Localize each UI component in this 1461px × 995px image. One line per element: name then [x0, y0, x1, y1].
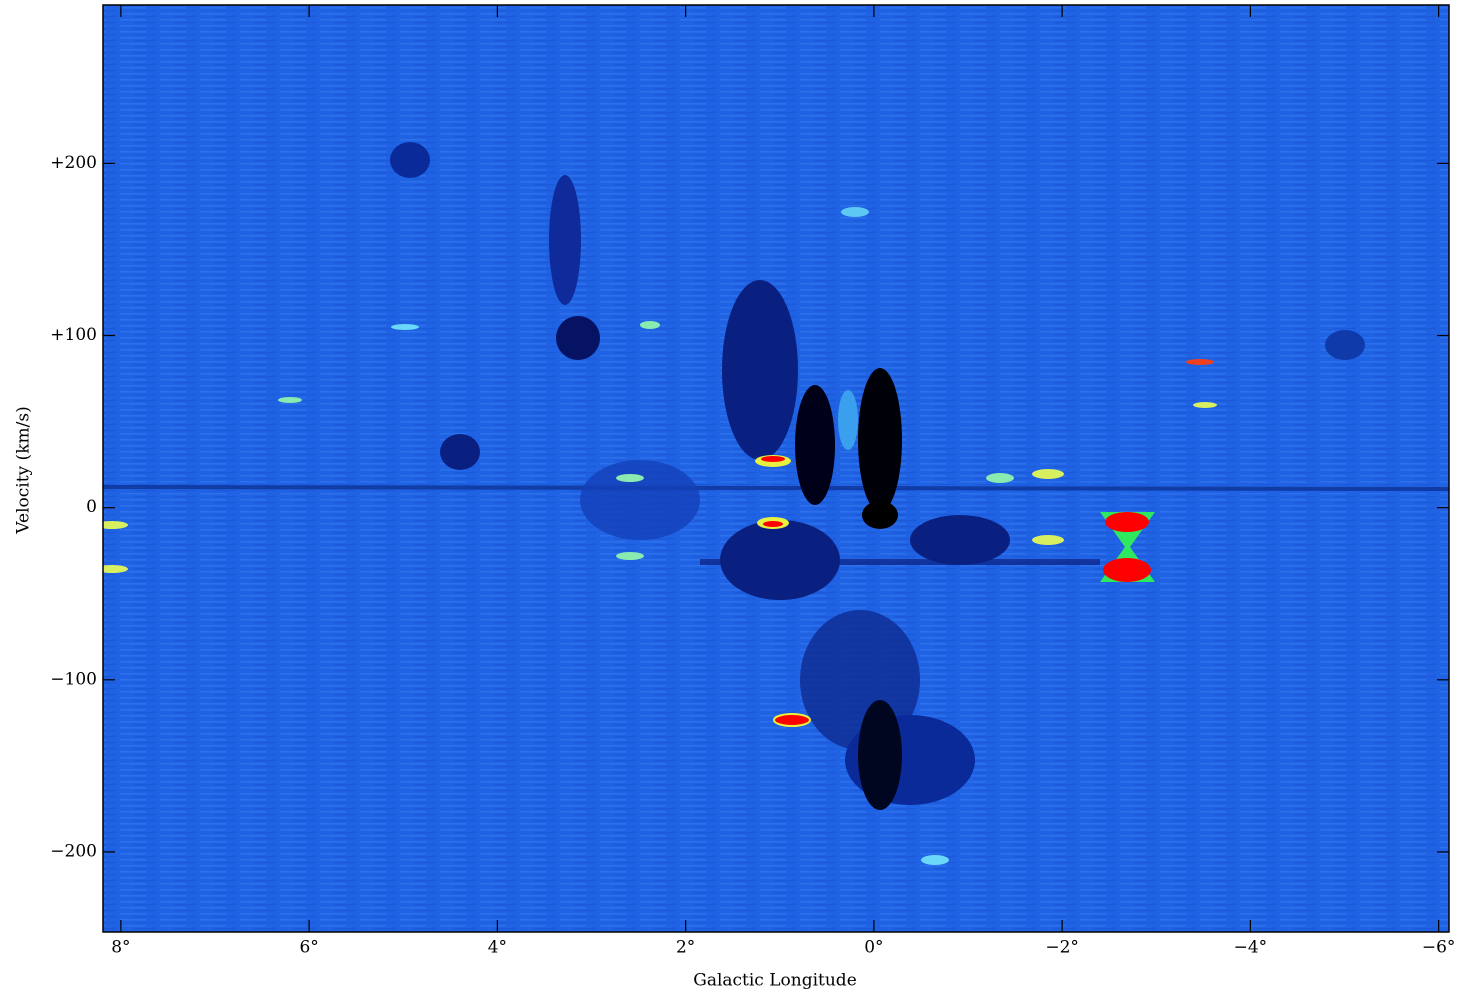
bright-spot [96, 565, 128, 573]
hot-spot [761, 456, 785, 462]
bright-spot [1032, 469, 1064, 479]
emission-map [96, 5, 1449, 932]
dark-feature [795, 385, 835, 505]
bright-spot [640, 321, 660, 329]
bright-spot [96, 521, 128, 529]
x-tick-label: −4° [1234, 938, 1268, 958]
y-tick-label: +100 [50, 325, 97, 345]
dark-feature [549, 175, 581, 305]
noise [103, 5, 1449, 932]
bright-spot [838, 390, 858, 450]
hot-spot [1103, 558, 1151, 582]
dark-feature [720, 520, 840, 600]
bright-spot [841, 207, 869, 217]
dark-feature [722, 280, 798, 460]
bright-spot [1193, 402, 1217, 408]
x-tick-label: 0° [864, 938, 883, 958]
bright-spot [986, 473, 1014, 483]
y-tick-label: −100 [50, 669, 97, 689]
chart: Galactic Longitude Velocity (km/s) 8° 6° 4… [0, 0, 1461, 995]
hot-spot [1105, 512, 1149, 532]
y-tick-label: −200 [50, 841, 97, 861]
x-tick-label: −2° [1045, 938, 1079, 958]
dark-feature [858, 700, 902, 810]
x-tick-label: 6° [299, 938, 318, 958]
hot-spot [1186, 359, 1214, 365]
dark-feature [580, 460, 700, 540]
y-tick-label: 0 [86, 497, 97, 517]
y-axis-label: Velocity (km/s) [14, 406, 34, 534]
y-tick-label: +200 [50, 153, 97, 173]
bright-spot [921, 855, 949, 865]
dark-feature [1325, 330, 1365, 360]
dark-feature [858, 368, 902, 512]
hot-spot [774, 714, 810, 726]
dark-feature [910, 515, 1010, 565]
bright-spot [278, 397, 302, 403]
dark-feature [390, 142, 430, 178]
hot-spot [763, 521, 783, 527]
absorption-line [103, 487, 1449, 489]
x-axis-label: Galactic Longitude [693, 971, 857, 991]
bright-spot [391, 324, 419, 330]
bright-spot [616, 474, 644, 482]
x-tick-label: 8° [111, 938, 130, 958]
dark-feature [440, 434, 480, 470]
x-tick-label: −6° [1422, 938, 1456, 958]
dark-feature [862, 501, 898, 529]
bright-spot [616, 552, 644, 560]
x-tick-label: 2° [676, 938, 695, 958]
page: {"chart_data": {"type": "image", "x_labe… [0, 0, 1461, 995]
x-tick-label: 4° [488, 938, 507, 958]
dark-feature [556, 316, 600, 360]
bright-spot [1032, 535, 1064, 545]
